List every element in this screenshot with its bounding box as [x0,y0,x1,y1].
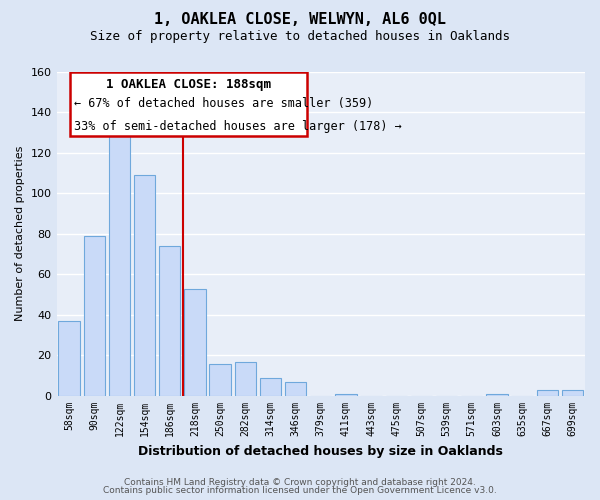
Bar [209,364,231,396]
Text: 33% of semi-detached houses are larger (178) →: 33% of semi-detached houses are larger (… [74,120,402,133]
Bar [536,390,558,396]
Bar [134,175,155,396]
Bar [83,236,105,396]
Bar [285,382,307,396]
Text: Contains HM Land Registry data © Crown copyright and database right 2024.: Contains HM Land Registry data © Crown c… [124,478,476,487]
Text: Size of property relative to detached houses in Oaklands: Size of property relative to detached ho… [90,30,510,43]
Bar [58,321,80,396]
Bar [109,126,130,396]
Bar [562,390,583,396]
Text: 1, OAKLEA CLOSE, WELWYN, AL6 0QL: 1, OAKLEA CLOSE, WELWYN, AL6 0QL [154,12,446,26]
Bar [159,246,181,396]
Text: ← 67% of detached houses are smaller (359): ← 67% of detached houses are smaller (35… [74,98,373,110]
Bar [184,288,206,396]
Bar [486,394,508,396]
Text: Contains public sector information licensed under the Open Government Licence v3: Contains public sector information licen… [103,486,497,495]
Bar [235,362,256,396]
Text: 1 OAKLEA CLOSE: 188sqm: 1 OAKLEA CLOSE: 188sqm [106,78,271,91]
Bar [335,394,356,396]
X-axis label: Distribution of detached houses by size in Oaklands: Distribution of detached houses by size … [139,444,503,458]
Y-axis label: Number of detached properties: Number of detached properties [15,146,25,322]
FancyBboxPatch shape [70,72,307,136]
Bar [260,378,281,396]
